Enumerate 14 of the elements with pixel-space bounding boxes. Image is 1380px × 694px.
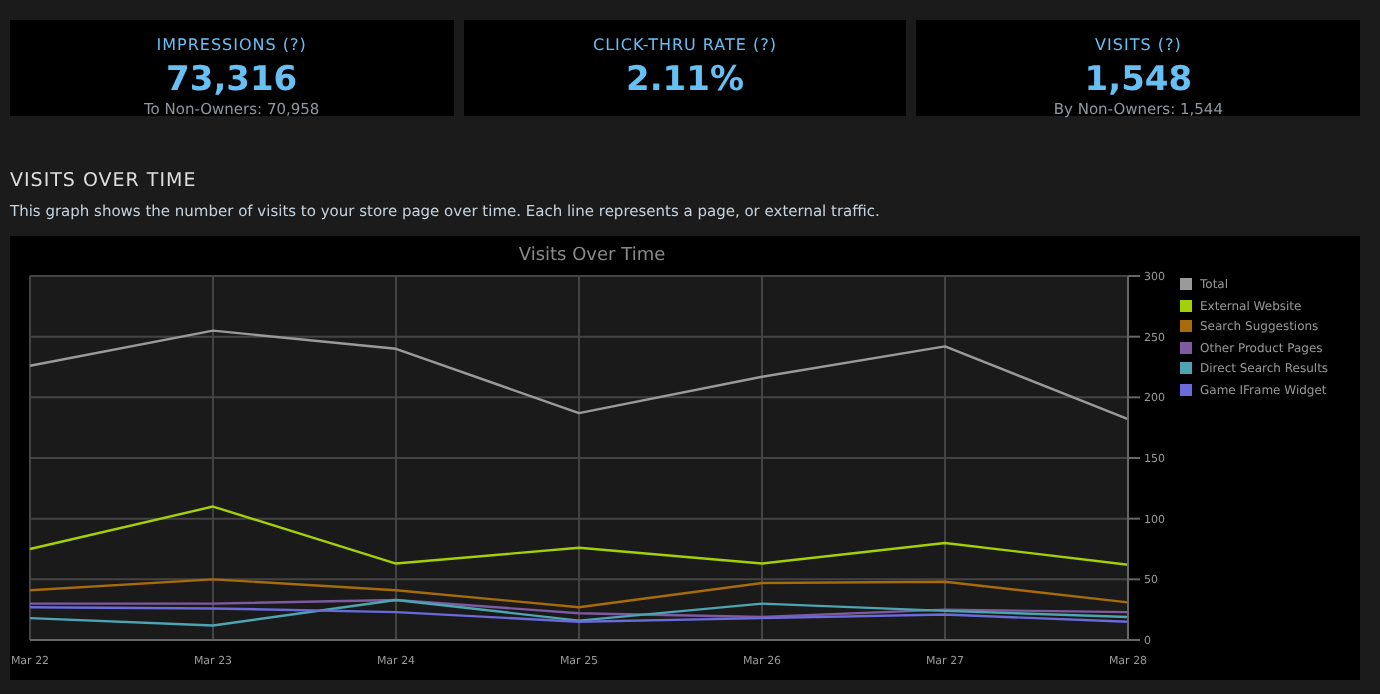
line-series [28,606,1130,623]
line-series [28,598,1130,619]
category-label: CLICK-THRU RATE (?) [591,36,779,54]
chart-title: Visits Over Time [516,246,668,266]
line-series [28,505,1130,566]
line-series [28,329,1130,421]
line-series [28,598,1130,627]
text: 73,316 [166,60,298,100]
text: 2.11% [626,60,744,100]
line-series [28,578,1130,609]
text: VISITS OVER TIME [10,170,197,192]
category-label: IMPRESSIONS (?) [154,36,309,54]
text: 1,548 [1084,60,1193,100]
category-label: VISITS (?) [1093,36,1184,54]
